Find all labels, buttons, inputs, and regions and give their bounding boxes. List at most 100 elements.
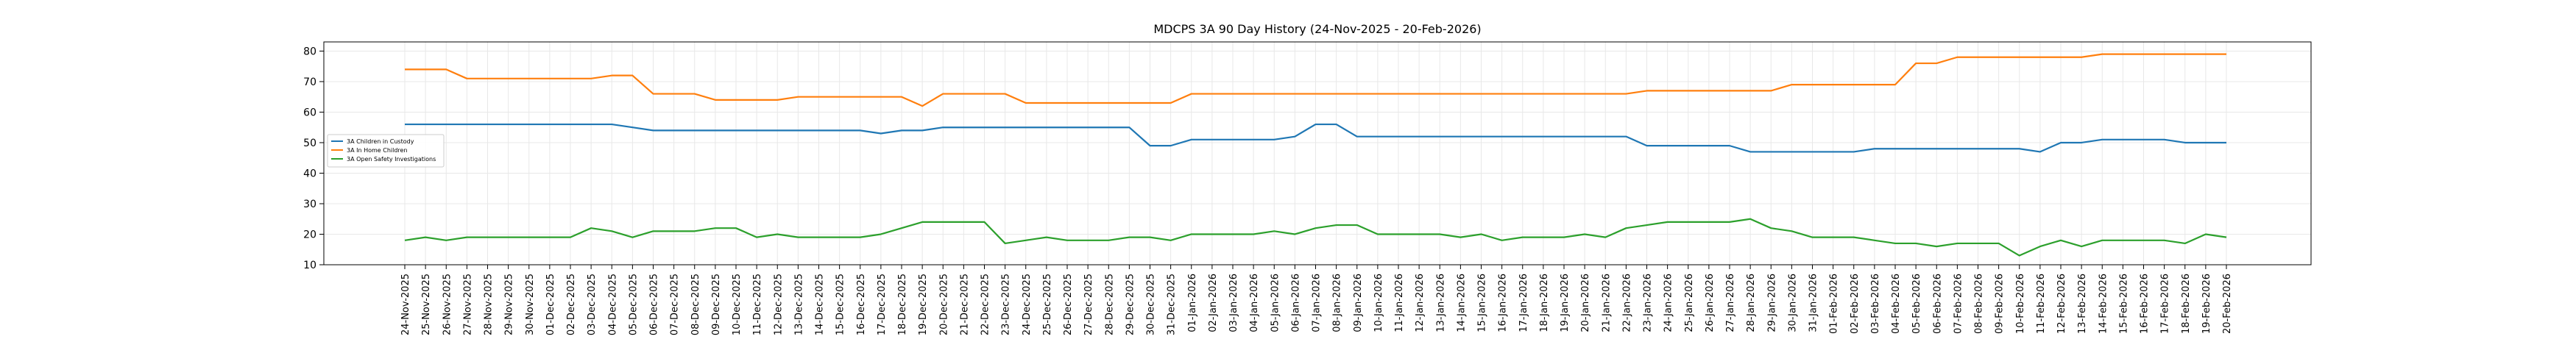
- y-tick-label: 70: [303, 76, 316, 88]
- x-tick-label: 26-Nov-2025: [442, 274, 453, 335]
- x-tick-label: 17-Jan-2026: [1518, 274, 1529, 332]
- x-tick-label: 13-Jan-2026: [1435, 274, 1446, 332]
- x-tick-label: 13-Dec-2025: [793, 274, 804, 335]
- x-tick-label: 20-Jan-2026: [1580, 274, 1591, 332]
- x-tick-label: 08-Feb-2026: [1974, 274, 1985, 334]
- x-tick-label: 22-Dec-2025: [980, 274, 991, 335]
- x-tick-label: 19-Feb-2026: [2201, 274, 2212, 334]
- x-tick-label: 15-Jan-2026: [1477, 274, 1488, 332]
- x-tick-label: 04-Jan-2026: [1249, 274, 1260, 332]
- x-tick-label: 29-Dec-2025: [1125, 274, 1136, 335]
- x-tick-label: 22-Jan-2026: [1621, 274, 1632, 332]
- x-tick-label: 07-Jan-2026: [1312, 274, 1323, 332]
- x-tick-label: 11-Jan-2026: [1394, 274, 1405, 332]
- y-tick-label: 80: [303, 46, 316, 57]
- x-tick-label: 10-Dec-2025: [732, 274, 743, 335]
- x-tick-label: 29-Nov-2025: [504, 274, 515, 335]
- x-tick-label: 02-Jan-2026: [1208, 274, 1219, 332]
- x-tick-label: 09-Feb-2026: [1995, 274, 2006, 334]
- x-tick-label: 01-Dec-2025: [545, 274, 556, 335]
- x-tick-label: 05-Jan-2026: [1270, 274, 1281, 332]
- x-tick-label: 08-Jan-2026: [1332, 274, 1343, 332]
- y-tick-label: 40: [303, 168, 316, 179]
- x-tick-label: 23-Dec-2025: [1001, 274, 1012, 335]
- x-tick-label: 10-Feb-2026: [2015, 274, 2026, 334]
- x-tick-label: 01-Jan-2026: [1187, 274, 1198, 332]
- x-tick-label: 24-Jan-2026: [1663, 274, 1674, 332]
- x-tick-label: 23-Jan-2026: [1643, 274, 1654, 332]
- x-tick-label: 12-Jan-2026: [1415, 274, 1426, 332]
- x-tick-label: 06-Dec-2025: [649, 274, 660, 335]
- x-tick-label: 05-Dec-2025: [628, 274, 639, 335]
- x-tick-label: 14-Jan-2026: [1456, 274, 1467, 332]
- x-tick-label: 07-Feb-2026: [1953, 274, 1964, 334]
- x-tick-label: 12-Dec-2025: [773, 274, 784, 335]
- x-tick-label: 26-Dec-2025: [1063, 274, 1074, 335]
- x-tick-label: 31-Jan-2026: [1808, 274, 1819, 332]
- x-tick-label: 27-Dec-2025: [1083, 274, 1094, 335]
- x-tick-label: 29-Jan-2026: [1766, 274, 1777, 332]
- x-tick-label: 16-Jan-2026: [1498, 274, 1509, 332]
- x-tick-label: 15-Dec-2025: [835, 274, 846, 335]
- x-tick-label: 30-Dec-2025: [1146, 274, 1157, 335]
- legend: 3A Children in Custody 3A In Home Childre…: [327, 134, 445, 168]
- x-tick-label: 19-Dec-2025: [918, 274, 929, 335]
- x-tick-label: 18-Feb-2026: [2181, 274, 2192, 334]
- x-tick-label: 02-Feb-2026: [1850, 274, 1861, 334]
- grid: [324, 42, 2311, 265]
- y-tick-label: 20: [303, 229, 316, 240]
- x-tick-label: 15-Feb-2026: [2118, 274, 2129, 334]
- x-tick-label: 18-Dec-2025: [897, 274, 908, 335]
- y-tick-label: 10: [303, 260, 316, 271]
- x-tick-label: 24-Nov-2025: [400, 274, 411, 335]
- x-tick-label: 28-Dec-2025: [1104, 274, 1115, 335]
- x-tick-label: 10-Jan-2026: [1373, 274, 1384, 332]
- x-tick-label: 07-Dec-2025: [670, 274, 681, 335]
- x-tick-label: 04-Dec-2025: [607, 274, 618, 335]
- x-tick-label: 27-Jan-2026: [1725, 274, 1736, 332]
- x-tick-label: 30-Nov-2025: [525, 274, 536, 335]
- x-tick-label: 08-Dec-2025: [690, 274, 701, 335]
- plot-frame: [323, 41, 2312, 265]
- x-tick-label: 21-Dec-2025: [959, 274, 970, 335]
- x-tick-label: 28-Nov-2025: [484, 274, 495, 335]
- x-tick-label: 19-Jan-2026: [1560, 274, 1571, 332]
- x-tick-label: 03-Feb-2026: [1870, 274, 1881, 334]
- series-line-2: [405, 53, 2226, 107]
- x-tick-label: 09-Dec-2025: [711, 274, 722, 335]
- x-tick-label: 03-Jan-2026: [1228, 274, 1239, 332]
- series-lines: [404, 53, 2227, 257]
- x-tick-label: 17-Dec-2025: [877, 274, 888, 335]
- x-tick-label: 05-Feb-2026: [1911, 274, 1922, 334]
- x-tick-label: 25-Nov-2025: [421, 274, 432, 335]
- x-tick-label: 03-Dec-2025: [587, 274, 598, 335]
- x-tick-label: 24-Dec-2025: [1022, 274, 1033, 335]
- x-tick-label: 27-Nov-2025: [462, 274, 473, 335]
- x-tick-label: 20-Dec-2025: [938, 274, 949, 335]
- x-tick-label: 30-Jan-2026: [1787, 274, 1798, 332]
- legend-label-2: 3A In Home Children: [347, 147, 408, 154]
- x-tick-label: 20-Feb-2026: [2222, 274, 2233, 334]
- series-line-1: [405, 123, 2226, 153]
- x-tick-label: 31-Dec-2025: [1167, 274, 1178, 335]
- y-tick-label: 30: [303, 199, 316, 210]
- x-tick-label: 06-Jan-2026: [1290, 274, 1301, 332]
- legend-label-1: 3A Children in Custody: [347, 138, 414, 145]
- series-line-3: [404, 218, 2227, 257]
- legend-label-3: 3A Open Safety Investigations: [347, 156, 436, 163]
- legend-box: [327, 134, 445, 168]
- x-tick-label: 16-Dec-2025: [856, 274, 867, 335]
- x-tick-label: 09-Jan-2026: [1353, 274, 1364, 332]
- chart-title: MDCPS 3A 90 Day History (24-Nov-2025 - 2…: [1153, 22, 1481, 36]
- x-tick-label: 21-Jan-2026: [1601, 274, 1612, 332]
- x-tick-label: 02-Dec-2025: [566, 274, 577, 335]
- x-tick-label: 25-Jan-2026: [1684, 274, 1695, 332]
- x-tick-label: 18-Jan-2026: [1539, 274, 1550, 332]
- x-tick-label: 11-Dec-2025: [752, 274, 763, 335]
- x-tick-label: 06-Feb-2026: [1932, 274, 1943, 334]
- y-tick-label: 60: [303, 107, 316, 118]
- x-tick-label: 12-Feb-2026: [2056, 274, 2067, 334]
- axes: 24-Nov-2025 25-Nov-2025 26-Nov-2025 27-Nov-…: [303, 46, 2233, 335]
- x-tick-label: 14-Dec-2025: [815, 274, 826, 335]
